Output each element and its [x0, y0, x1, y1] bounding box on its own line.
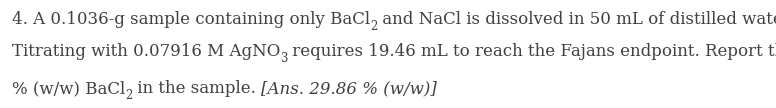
- Text: [Ans. 29.86 % (w/w)]: [Ans. 29.86 % (w/w)]: [261, 80, 437, 97]
- Text: % (w/w) BaCl: % (w/w) BaCl: [12, 80, 125, 97]
- Text: 2: 2: [125, 89, 132, 102]
- Text: and NaCl is dissolved in 50 mL of distilled water.: and NaCl is dissolved in 50 mL of distil…: [376, 11, 776, 28]
- Text: 3: 3: [279, 52, 287, 65]
- Text: 2: 2: [369, 20, 376, 33]
- Text: 4. A 0.1036-g sample containing only BaCl: 4. A 0.1036-g sample containing only BaC…: [12, 11, 369, 28]
- Text: Titrating with 0.07916 M AgNO: Titrating with 0.07916 M AgNO: [12, 43, 279, 60]
- Text: requires 19.46 mL to reach the Fajans endpoint. Report the: requires 19.46 mL to reach the Fajans en…: [287, 43, 776, 60]
- Text: in the sample.: in the sample.: [132, 80, 261, 97]
